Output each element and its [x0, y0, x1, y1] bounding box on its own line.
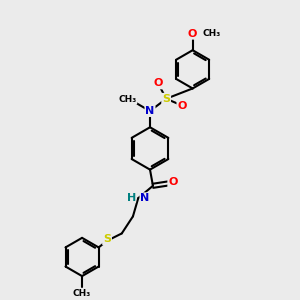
- Text: CH₃: CH₃: [118, 95, 136, 104]
- Text: O: O: [177, 101, 187, 111]
- Text: O: O: [188, 29, 197, 39]
- Text: N: N: [146, 106, 154, 116]
- Text: S: S: [103, 234, 111, 244]
- Text: CH₃: CH₃: [73, 289, 91, 298]
- Text: O: O: [154, 78, 163, 88]
- Text: N: N: [140, 193, 149, 202]
- Text: O: O: [168, 177, 178, 187]
- Text: H: H: [127, 193, 136, 202]
- Text: S: S: [162, 94, 170, 104]
- Text: CH₃: CH₃: [202, 29, 220, 38]
